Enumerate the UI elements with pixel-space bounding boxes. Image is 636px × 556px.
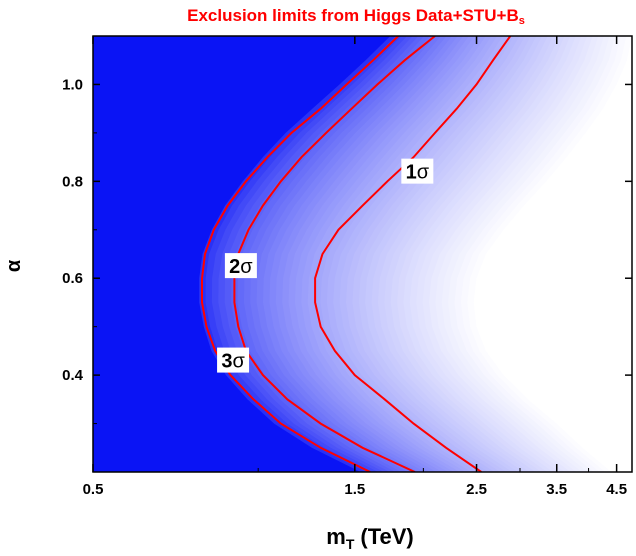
x-axis-label-main: m [326, 524, 346, 549]
y-tick-label-1: 0.6 [62, 270, 83, 287]
heatmap-band-44 [473, 36, 632, 472]
x-axis-label-units: (TeV) [360, 524, 413, 549]
y-tick-label-0: 0.4 [62, 367, 84, 384]
contour-label-box-1sigma [401, 158, 434, 184]
contour-labels: 1σ 2σ 3σ [217, 158, 434, 373]
x-axis-label: mT (TeV) [326, 524, 414, 552]
x-axis-ticks: 0.5 1.5 2.5 3.5 4.5 [83, 36, 627, 498]
x-tick-label-0: 0.5 [83, 481, 104, 498]
x-tick-label-1: 1.5 [344, 481, 365, 498]
contour-label-2sigma: 2σ [229, 256, 253, 278]
chart-title-subscript: s [519, 15, 525, 27]
contour-label-box-3sigma [217, 347, 250, 373]
contour-label-3sigma: 3σ [221, 351, 245, 373]
contour-line-3sigma [201, 36, 399, 472]
contour-label-1sigma: 1σ [406, 162, 430, 184]
chart-title-main: Exclusion limits from Higgs Data+STU+B [187, 6, 519, 25]
x-tick-label-2: 2.5 [466, 481, 487, 498]
y-axis-label: α [3, 259, 25, 272]
y-axis-ticks: 0.4 0.6 0.8 1.0 [62, 35, 632, 425]
x-tick-label-4: 4.5 [606, 481, 627, 498]
contour-label-box-2sigma [224, 253, 257, 279]
heatmap-fill [93, 36, 632, 472]
chart-title: Exclusion limits from Higgs Data+STU+Bs [187, 6, 525, 27]
x-axis-label-subscript: T [346, 536, 355, 552]
x-tick-label-3: 3.5 [546, 481, 567, 498]
y-tick-label-2: 0.8 [62, 173, 83, 190]
plot-frame [92, 35, 633, 473]
contour-line-1sigma [314, 36, 512, 472]
y-tick-label-3: 1.0 [62, 76, 83, 93]
